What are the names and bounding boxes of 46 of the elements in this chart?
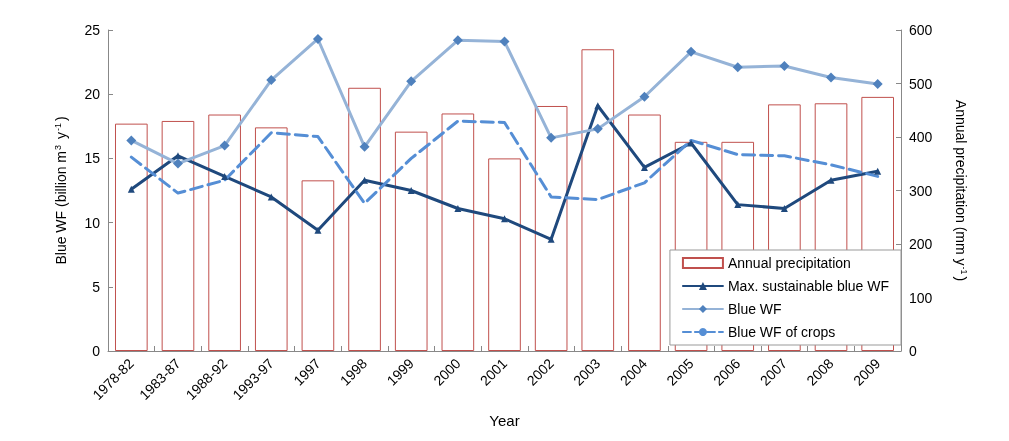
point <box>407 187 415 194</box>
point <box>221 172 229 180</box>
bar <box>208 114 241 351</box>
y-tick-label: 10 <box>84 214 101 231</box>
x-axis-title: Year <box>489 412 520 429</box>
line-series <box>129 119 880 205</box>
bar <box>441 113 475 351</box>
y2-tick-label: 100 <box>909 289 933 306</box>
y2-tick-label: 0 <box>909 343 917 359</box>
bar <box>254 127 288 351</box>
bar <box>534 105 568 351</box>
legend-label: Annual precipitation <box>727 255 851 271</box>
point <box>454 204 462 212</box>
bar <box>301 180 335 351</box>
bar <box>161 120 195 351</box>
y2-tick-label: 500 <box>909 75 933 92</box>
y-tick-label: 25 <box>84 22 101 38</box>
point <box>874 167 882 175</box>
bar <box>115 123 148 351</box>
y2-tick-label: 300 <box>909 182 933 199</box>
bar <box>394 131 428 351</box>
point <box>640 163 648 171</box>
legend-label: Blue WF of crops <box>727 324 836 340</box>
y-tick-label: 20 <box>84 86 101 103</box>
bar <box>488 158 521 351</box>
bar <box>628 114 661 351</box>
y-axis-title: Blue WF (billion m3 y-1) <box>52 116 69 265</box>
point <box>547 235 555 243</box>
y-tick-label: 15 <box>84 150 101 167</box>
y-tick-label: 5 <box>92 278 101 295</box>
point <box>174 152 182 160</box>
y2-axis-title: Annual precipitation (mm y-1) <box>952 99 969 282</box>
point <box>501 215 508 223</box>
y2-tick-label: 200 <box>909 236 933 252</box>
point <box>827 176 835 184</box>
bar <box>348 87 381 351</box>
y2-tick-label: 400 <box>909 129 933 145</box>
point <box>780 204 788 212</box>
legend-label: Blue WF <box>727 301 782 317</box>
point <box>314 226 322 234</box>
legend-label: Max. sustainable blue WF <box>727 278 890 294</box>
y2-tick-label: 600 <box>909 22 933 38</box>
y-tick-label: 0 <box>92 343 101 359</box>
point <box>361 176 369 184</box>
bar <box>581 49 615 351</box>
point <box>127 185 135 193</box>
